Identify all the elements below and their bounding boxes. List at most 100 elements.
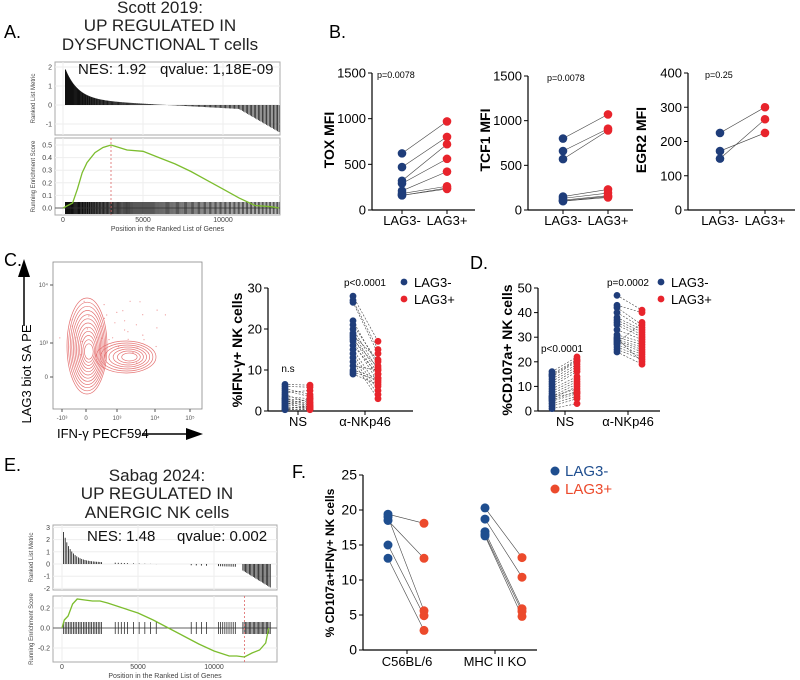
chart-b3: 0 100 200 300 400 LAG3- LAG3+ EGR2 MFI p=0.25: [633, 66, 795, 228]
y-tick-label: 100: [660, 168, 682, 183]
pair-line: [284, 384, 311, 386]
event-dot: [156, 327, 158, 329]
pair-line: [551, 388, 578, 397]
pair-line: [352, 339, 379, 369]
lag3-pos-point: [442, 117, 452, 126]
legend-label-lag3-neg: LAG3-: [414, 275, 452, 290]
event-dot: [86, 328, 88, 330]
pair-line: [284, 404, 311, 408]
y-tick-label: 1: [46, 549, 50, 556]
y-tick-label: 1500: [337, 66, 366, 81]
contour-line: [84, 343, 94, 360]
lag3-neg-point: [397, 191, 407, 200]
event-dot: [164, 314, 166, 316]
lag3-pos-point: [517, 553, 527, 563]
x-axis-label: Position in the Ranked List of Genes: [111, 226, 225, 233]
pair-line: [551, 381, 578, 395]
pair-line: [551, 376, 578, 390]
pair-line: [352, 332, 379, 375]
plot-frame: [52, 261, 203, 410]
y-tick-label: 20: [341, 502, 357, 518]
x-tick-label: NS: [556, 414, 574, 429]
lag3-neg-point: [383, 512, 393, 522]
pair-line: [551, 356, 578, 372]
y-axis-label: Ranked List Metric: [31, 74, 37, 124]
event-dot: [142, 334, 144, 336]
event-dot: [124, 320, 126, 322]
pair-line: [616, 341, 643, 353]
p-value-annotation: p=0.0002: [607, 278, 649, 289]
pair-line: [562, 197, 609, 202]
lag3-pos-point: [442, 132, 452, 142]
lag3-pos-point: [419, 518, 429, 528]
x-tick-label: 5000: [135, 217, 151, 224]
lag3-pos-point: [306, 387, 314, 394]
plot-title-line: DYSFUNCTIONAL T cells: [62, 35, 258, 54]
lag3-pos-point: [603, 126, 613, 135]
lag3-pos-point: [374, 395, 382, 403]
pair-line: [352, 300, 379, 350]
y-tick-label: 0.3: [42, 168, 52, 175]
lag3-pos-point: [517, 572, 527, 582]
lag3-neg-point: [558, 146, 568, 156]
pair-line: [616, 324, 643, 338]
panel-label-f: F.: [292, 462, 306, 482]
pair-line: [616, 329, 643, 340]
lag3-pos-point: [760, 114, 770, 124]
running-enrichment-score-line: [62, 144, 280, 209]
lag3-pos-point: [573, 389, 581, 396]
pair-line: [401, 136, 448, 168]
pair-line: [352, 357, 379, 395]
y-tick-label: 0: [255, 404, 262, 419]
y-tick-label: 0: [46, 562, 50, 569]
legend-marker-lag3-pos: [400, 295, 408, 303]
legend-marker-lag3-pos: [657, 295, 665, 303]
x-axis-label: IFN-γ PECF594: [57, 426, 149, 441]
pair-line: [352, 361, 379, 399]
event-dot: [143, 339, 145, 341]
lag3-neg-point: [613, 348, 621, 356]
lag3-neg-point: [715, 154, 725, 163]
y-tick-label: 1500: [493, 69, 522, 84]
event-dot: [106, 314, 108, 316]
pair-line: [551, 371, 578, 387]
lag3-pos-point: [760, 102, 770, 112]
pair-line: [352, 296, 379, 342]
event-dot: [139, 301, 141, 303]
pair-line: [352, 373, 379, 385]
lag3-pos-point: [638, 309, 646, 316]
pair-line: [562, 130, 609, 160]
qvalue: qvalue: 0.002: [177, 528, 267, 545]
y-tick-label: 300: [660, 100, 682, 115]
lag3-neg-point: [715, 146, 725, 156]
pair-line: [284, 408, 311, 411]
event-dot: [132, 352, 134, 354]
lag3-neg-point: [397, 179, 407, 188]
p-value-annotation: p<0.0001: [344, 278, 386, 289]
plot-title-line: Scott 2019:: [117, 0, 203, 17]
pair-line: [352, 302, 379, 354]
y-tick-label: 15: [341, 537, 357, 553]
lag3-pos-point: [374, 356, 382, 364]
x-tick-label: LAG3-: [544, 213, 582, 228]
pair-line: [551, 403, 578, 409]
p-value-annotation: p=0.0078: [377, 70, 415, 80]
event-dot: [129, 300, 131, 302]
pair-line: [284, 394, 311, 404]
y-axis-label: % CD107a+IFNγ+ NK cells: [323, 488, 337, 637]
event-dot: [116, 311, 118, 313]
pair-line: [401, 121, 448, 154]
contour-line: [95, 340, 157, 374]
y-tick-label: 500: [500, 158, 522, 173]
pair-line: [616, 307, 643, 326]
x-tick-label: -10³: [57, 416, 68, 422]
contour-line: [69, 305, 105, 389]
event-dot: [135, 324, 137, 326]
arrow-up-icon: [18, 259, 30, 277]
lag3-neg-point: [548, 371, 556, 379]
lag3-neg-point: [613, 326, 621, 334]
pair-line: [551, 383, 578, 397]
pair-line: [352, 349, 379, 387]
legend-label-lag3-neg: LAG3-: [565, 463, 608, 480]
